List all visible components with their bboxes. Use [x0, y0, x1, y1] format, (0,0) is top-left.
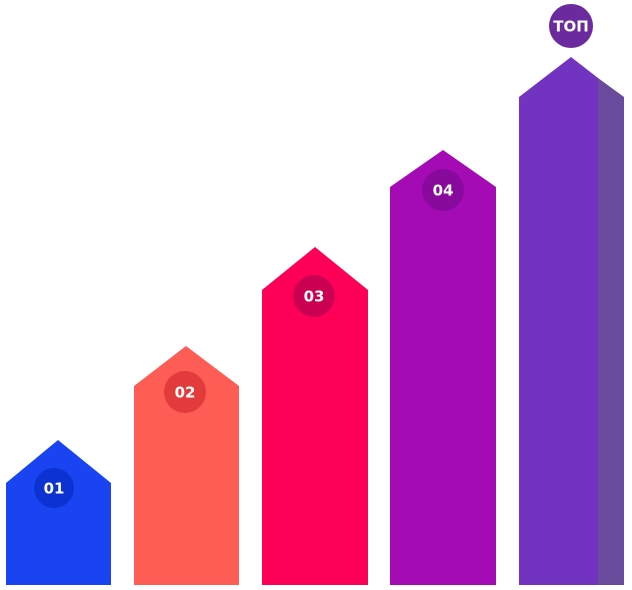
step-label: 04: [433, 182, 454, 200]
arrow-4: [390, 150, 496, 585]
arrow-1: [6, 440, 111, 585]
arrow-top-side: [598, 78, 624, 585]
arrow-3: [262, 247, 368, 585]
badge-top: [549, 4, 593, 48]
badge-3: [293, 275, 335, 317]
step-label: 01: [44, 480, 65, 498]
badge-4: [422, 169, 464, 211]
badge-2: [164, 371, 206, 413]
step-label: 03: [304, 288, 325, 306]
step-label: 02: [175, 384, 196, 402]
top-label: ТОП: [553, 18, 589, 36]
arrow-top: [519, 57, 598, 585]
arrow-2: [134, 346, 239, 585]
badge-1: [34, 468, 74, 508]
